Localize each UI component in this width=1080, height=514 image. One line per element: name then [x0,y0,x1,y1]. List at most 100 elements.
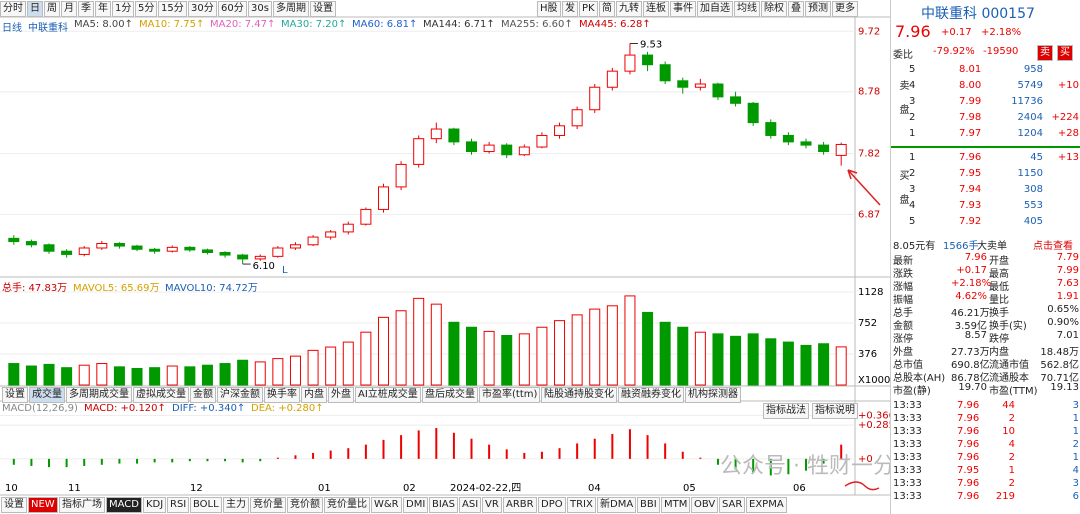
tool-button[interactable]: 预测 [805,1,831,17]
period-button[interactable]: 60分 [218,1,247,17]
volume-tab[interactable]: 内盘 [301,387,327,403]
volume-tab[interactable]: 设置 [2,387,28,403]
sell-button[interactable]: 卖 [1037,45,1053,61]
level-price: 7.95 [959,168,982,179]
indicator-tab[interactable]: BBI [637,497,660,513]
tool-button[interactable]: 加自选 [697,1,733,17]
volume-tab[interactable]: 成交量 [29,387,65,403]
level-price: 7.94 [959,184,982,195]
stock-name: 中联重科 000157 [921,6,1035,22]
volume-tab[interactable]: 外盘 [328,387,354,403]
volume-bar [325,346,337,386]
indicator-tab[interactable]: 竞价量 [250,497,286,513]
indicator-tab[interactable]: EXPMA [746,497,787,513]
tool-button[interactable]: PK [579,1,598,17]
level-price: 7.98 [959,112,982,123]
tool-button[interactable]: 发 [562,1,578,17]
tool-button[interactable]: 叠 [788,1,804,17]
indicator-tab[interactable]: VR [482,497,502,513]
volume-bar [518,333,530,386]
volume-tab[interactable]: 沪深金额 [217,387,263,403]
tick-time: 13:33 [893,478,922,489]
tool-button[interactable]: 简 [599,1,615,17]
indicator-tab[interactable]: 主力 [223,497,249,513]
volume-tab[interactable]: 多周期成交量 [66,387,132,403]
volume-tab[interactable]: 机构探测器 [685,387,741,403]
candle-body [377,186,389,210]
tick-volume: 10 [1002,426,1015,437]
volume-tab[interactable]: 盘后成交量 [422,387,478,403]
tick-time: 13:33 [893,452,922,463]
big-order[interactable]: 点击查看 [1033,241,1073,252]
period-button[interactable]: 周 [44,1,60,17]
indicator-tab[interactable]: 竞价额 [287,497,323,513]
level-price: 7.93 [959,200,982,211]
indicator-tab[interactable]: DPO [538,497,566,513]
indicator-tab[interactable]: 设置 [1,497,27,513]
volume-tab[interactable]: 金额 [190,387,216,403]
tool-button[interactable]: 均线 [734,1,760,17]
volume-bar [219,363,231,386]
level: 4 [909,80,916,91]
period-button[interactable]: 1分 [112,1,135,17]
marker-label: L [282,265,288,276]
candle-body [8,237,20,243]
indicator-tab[interactable]: BOLL [190,497,222,513]
indicator-tab[interactable]: RSI [167,497,190,513]
buy-button[interactable]: 买 [1057,45,1073,61]
volume-bar [395,310,407,386]
period-button[interactable]: 15分 [158,1,187,17]
indicator-tab[interactable]: OBV [691,497,719,513]
period-button[interactable]: 月 [61,1,77,17]
volume-legend: MAVOL10: 74.72万 [165,283,258,294]
tool-button[interactable]: 更多 [832,1,858,17]
tick-volume: 44 [1002,400,1015,411]
tool-button[interactable]: 事件 [670,1,696,17]
period-button[interactable]: 30s [248,1,272,17]
period-button[interactable]: 设置 [310,1,336,17]
volume-tab[interactable]: AI立桩成交量 [355,387,421,403]
tool-button[interactable]: 连板 [643,1,669,17]
period-button[interactable]: 日 [27,1,43,17]
period-button[interactable]: 30分 [188,1,217,17]
indicator-tab[interactable]: BIAS [429,497,458,513]
volume-tab[interactable]: 融资融券变化 [618,387,684,403]
level-price: 8.01 [959,64,982,75]
candle-body [219,251,231,256]
indicator-tab[interactable]: ASI [459,497,482,513]
macd-button[interactable]: 指标战法 [763,403,809,419]
indicator-tab[interactable]: SAR [719,497,746,513]
indicator-tab[interactable]: ARBR [503,497,537,513]
volume-tab[interactable]: 市盈率(ttm) [479,387,541,403]
indicator-tab[interactable]: TRIX [567,497,596,513]
indicator-tab[interactable]: MACD [106,497,142,513]
indicator-tab[interactable]: 指标广场 [59,497,105,513]
period-button[interactable]: 季 [78,1,94,17]
indicator-tab[interactable]: NEW [28,497,58,513]
volume-tab[interactable]: 换手率 [264,387,300,403]
indicator-tab[interactable]: KDJ [143,497,167,513]
volume-unit: X1000 [858,375,890,386]
volume-tab[interactable]: 虚拟成交量 [133,387,189,403]
macd-button[interactable]: 指标说明 [812,403,858,419]
indicator-tab[interactable]: 竞价量比 [324,497,370,513]
stat-value: 562.8亿 [1040,360,1079,371]
tool-button[interactable]: 九转 [616,1,642,17]
stat-label: 量比 [989,295,1009,306]
period-button[interactable]: 年 [95,1,111,17]
indicator-tab[interactable]: MTM [661,497,691,513]
indicator-tab[interactable]: DMI [403,497,429,513]
indicator-tab[interactable]: W&R [371,497,402,513]
level: 2 [909,168,916,179]
period-button[interactable]: 5分 [135,1,158,17]
level: 4 [909,200,916,211]
tool-button[interactable]: 除权 [761,1,787,17]
level-change: +13 [1057,152,1079,163]
stat-label: 流通股本 [989,373,1029,384]
tool-button[interactable]: H股 [537,1,561,17]
period-button[interactable]: 多周期 [273,1,309,17]
volume-tab[interactable]: 陆股通持股变化 [541,387,617,403]
period-button[interactable]: 分时 [0,1,26,17]
volume-bar [25,365,37,386]
indicator-tab[interactable]: 新DMA [597,497,637,513]
